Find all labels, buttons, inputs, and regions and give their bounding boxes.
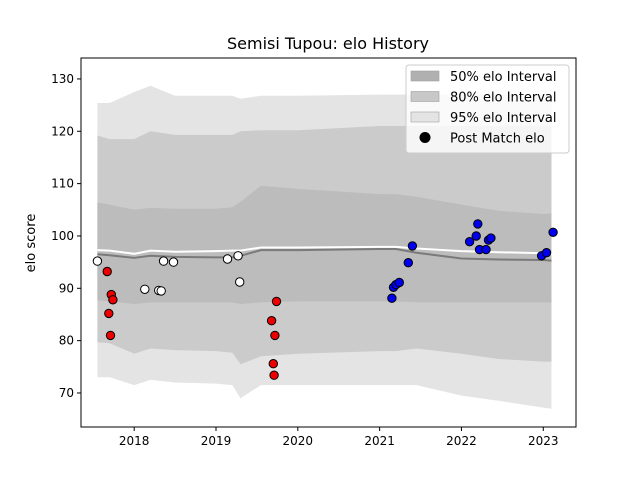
data-point	[269, 370, 279, 380]
data-point	[233, 251, 243, 261]
data-point	[464, 237, 475, 247]
mean-elo-line	[97, 248, 552, 262]
data-point	[222, 254, 233, 264]
data-point	[486, 233, 496, 243]
legend-label: 80% elo Interval	[450, 91, 557, 106]
data-point	[548, 227, 558, 238]
data-point	[471, 231, 481, 241]
data-point	[158, 256, 169, 266]
x-tick-label: 2022	[446, 434, 477, 448]
y-tick-label: 130	[51, 72, 74, 86]
data-point	[92, 256, 103, 266]
x-tick-label: 2019	[201, 434, 232, 448]
data-point	[394, 277, 404, 288]
data-point	[270, 330, 280, 341]
chart-title: Semisi Tupou: elo History	[227, 34, 429, 53]
legend-swatch	[410, 91, 440, 102]
y-tick-label: 80	[59, 334, 74, 348]
data-point	[268, 359, 278, 369]
band-50	[97, 185, 552, 304]
data-point	[108, 295, 118, 305]
plot-area: 2018 2019 2020 2021 2022 2023 70 80 90 100 110 120 1…	[51, 57, 577, 448]
legend-label: 95% elo Interval	[450, 111, 557, 126]
legend: 50% elo Interval 80% elo Interval 95% elo …	[405, 64, 570, 154]
elo-line	[97, 245, 552, 256]
y-axis-label: elo score	[24, 214, 39, 273]
data-point	[271, 296, 282, 307]
y-tick-label: 120	[51, 124, 74, 138]
y-tick-label: 100	[51, 229, 74, 243]
y-tick-label: 110	[51, 177, 74, 191]
legend-box	[405, 64, 570, 154]
data-point	[140, 284, 150, 294]
data-point	[407, 241, 418, 251]
data-point	[266, 316, 277, 326]
data-point	[105, 330, 116, 341]
x-tick-label: 2021	[364, 434, 395, 448]
data-point	[104, 308, 114, 319]
x-tick-label: 2023	[528, 434, 559, 448]
legend-label: 50% elo Interval	[450, 70, 557, 85]
legend-marker	[419, 132, 431, 143]
x-tick-label: 2020	[283, 434, 314, 448]
y-tick-label: 90	[59, 281, 74, 295]
data-point	[168, 257, 179, 267]
legend-label: Post Match elo	[450, 132, 545, 147]
data-point	[235, 277, 245, 287]
data-point	[473, 219, 483, 229]
data-point	[387, 293, 397, 303]
legend-swatch	[410, 111, 440, 123]
y-tick-label: 70	[59, 386, 74, 400]
x-tick-label: 2018	[119, 434, 150, 448]
legend-swatch	[410, 70, 440, 82]
data-point	[156, 286, 166, 296]
plot-frame	[80, 57, 577, 428]
data-point	[541, 248, 552, 258]
data-point	[102, 266, 112, 277]
data-point	[403, 258, 413, 268]
data-point	[481, 244, 491, 255]
